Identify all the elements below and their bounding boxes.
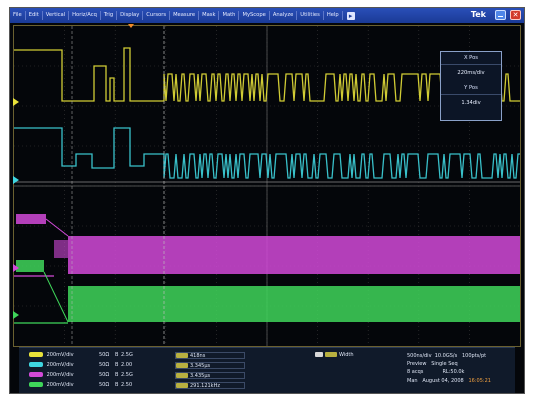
timebase-value: 500ns/div	[407, 353, 432, 359]
ch3-pulse	[16, 214, 46, 224]
menu-horiz-acq[interactable]: Horiz/Acq	[69, 11, 101, 20]
record-value: 100pts/pt	[461, 353, 487, 359]
ch4-band	[68, 286, 520, 322]
position-panel[interactable]: X Pos 220ms/div Y Pos 1.34div	[440, 51, 502, 121]
sample-rate-value: 10.0GS/s	[434, 353, 458, 359]
ch3-scale: 200mV/div	[46, 372, 74, 378]
menu-vertical[interactable]: Vertical	[43, 11, 70, 20]
ch3-edge	[54, 240, 68, 258]
ch4-tag	[29, 382, 43, 387]
math-icon	[315, 352, 323, 357]
ch4-pulse	[16, 260, 44, 272]
measurement-value: 418ns	[190, 353, 206, 359]
graticule[interactable]	[13, 25, 521, 347]
ch1-bw-symbol: B	[115, 352, 119, 358]
ch2-scale: 200mV/div	[46, 362, 74, 368]
menu-display[interactable]: Display	[117, 11, 144, 20]
acq-mode: Preview	[407, 361, 427, 368]
menu-file[interactable]: File	[10, 11, 26, 20]
ch1-tag	[29, 352, 43, 357]
ch2-bw: 2.00	[121, 362, 133, 368]
menu-bar: File Edit Vertical Horiz/Acq Trig Displa…	[10, 8, 524, 23]
menu-trig[interactable]: Trig	[101, 11, 118, 20]
ch4-bw: 2.50	[121, 382, 133, 388]
menu-cursors[interactable]: Cursors	[143, 11, 171, 20]
menu-help[interactable]: Help	[324, 11, 343, 20]
ch1-ground-marker[interactable]	[13, 98, 19, 106]
math-readout[interactable]: Width	[315, 352, 354, 358]
ch2-waveform	[14, 127, 520, 179]
measurement-2[interactable]: 3.345µs	[175, 362, 245, 369]
meas-tag	[176, 363, 188, 368]
y-pos-label: Y Pos	[441, 82, 501, 95]
measurement-4[interactable]: 291.121kHz	[175, 382, 245, 389]
math-tag	[325, 352, 337, 357]
measurement-value: 3.345µs	[190, 363, 211, 369]
status-readout-panel: 200mV/div 50Ω B 2.5G 200mV/div 50Ω B 2.0…	[19, 347, 515, 393]
expand-icon[interactable]: ▸	[346, 11, 355, 20]
measurement-1[interactable]: 418ns	[175, 352, 245, 359]
acq-seq: Single Seq	[431, 361, 458, 368]
waveform-display	[14, 26, 520, 346]
ch1-coupling: 50Ω	[99, 352, 110, 358]
acquisition-info[interactable]: 500ns/div 10.0GS/s 100pts/pt Preview Sin…	[407, 352, 515, 385]
minimize-button[interactable]	[495, 10, 506, 20]
trigger-marker[interactable]	[128, 24, 134, 28]
ch3-ground-marker[interactable]	[13, 264, 19, 272]
ch3-band	[68, 236, 520, 274]
ch3-tag	[29, 372, 43, 377]
ch3-coupling: 50Ω	[99, 372, 110, 378]
ch2-ground-marker[interactable]	[13, 176, 19, 184]
brand-logo: Tek	[470, 10, 486, 19]
measurement-3[interactable]: 3.435µs	[175, 372, 245, 379]
close-button[interactable]: ✕	[510, 10, 521, 20]
ch4-coupling: 50Ω	[99, 382, 110, 388]
ch2-tag	[29, 362, 43, 367]
ch1-readout[interactable]: 200mV/div 50Ω B 2.5G	[29, 352, 159, 359]
run-mode: Man	[407, 377, 418, 384]
measurement-value: 291.121kHz	[190, 383, 220, 389]
menu-analyze[interactable]: Analyze	[270, 11, 298, 20]
meas-tag	[176, 373, 188, 378]
oscilloscope-window: File Edit Vertical Horiz/Acq Trig Displa…	[9, 7, 525, 394]
ch1-scale: 200mV/div	[46, 352, 74, 358]
acq-time: 16:05:21	[468, 377, 491, 384]
measurement-value: 3.435µs	[190, 373, 211, 379]
record-length: RL:50.0k	[442, 369, 465, 376]
menu-mask[interactable]: Mask	[199, 11, 220, 20]
menu-measure[interactable]: Measure	[170, 11, 200, 20]
x-pos-value[interactable]: 220ms/div	[457, 70, 485, 76]
ch2-readout[interactable]: 200mV/div 50Ω B 2.00	[29, 362, 159, 369]
menu-edit[interactable]: Edit	[26, 11, 43, 20]
menu-utilities[interactable]: Utilities	[297, 11, 324, 20]
menu-myscope[interactable]: MyScope	[239, 11, 270, 20]
x-pos-label: X Pos	[441, 52, 501, 65]
ch3-readout[interactable]: 200mV/div 50Ω B 2.5G	[29, 372, 159, 379]
ch4-scale: 200mV/div	[46, 382, 74, 388]
ch1-bw: 2.5G	[121, 352, 133, 358]
meas-tag	[176, 353, 188, 358]
menu-math[interactable]: Math	[219, 11, 240, 20]
ch2-bw-symbol: B	[115, 362, 119, 368]
meas-tag	[176, 383, 188, 388]
math-label: Width	[339, 352, 354, 358]
ch4-readout[interactable]: 200mV/div 50Ω B 2.50	[29, 382, 159, 389]
ch4-bw-symbol: B	[115, 382, 119, 388]
ch4-ground-marker[interactable]	[13, 311, 19, 319]
ch3-transition	[45, 218, 69, 237]
ch3-bw-symbol: B	[115, 372, 119, 378]
ch4-transition	[43, 271, 69, 323]
acq-date: August 04, 2008	[422, 377, 464, 384]
ch3-bw: 2.5G	[121, 372, 133, 378]
ch2-coupling: 50Ω	[99, 362, 110, 368]
acq-count: 8 acqs	[407, 369, 424, 376]
y-pos-value[interactable]: 1.34div	[461, 100, 481, 106]
